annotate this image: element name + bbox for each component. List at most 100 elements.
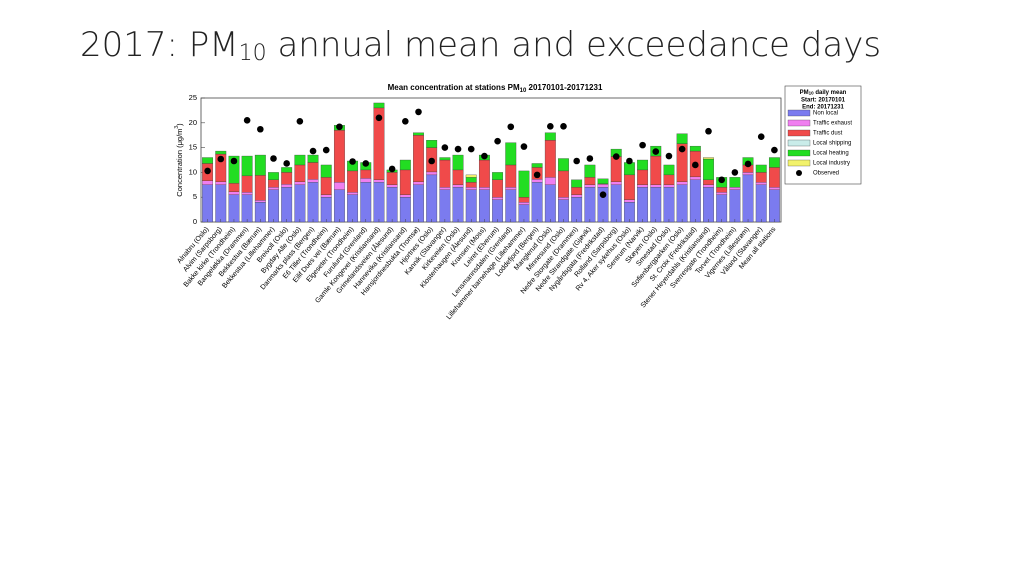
bar-segment — [268, 172, 279, 180]
bar-segment — [281, 172, 293, 185]
bar-segment — [439, 187, 451, 190]
legend-header-part: PM — [800, 90, 809, 96]
bar-segment — [637, 169, 649, 185]
legend-end: End: 20171231 — [802, 105, 844, 111]
bar-segment — [452, 154, 464, 171]
y-tick-label: 0 — [193, 217, 197, 226]
bar-segment — [254, 200, 266, 203]
observed-dot — [362, 160, 370, 167]
y-axis-label: Concentration (μg/m3) — [174, 123, 184, 197]
bar-segment — [399, 169, 411, 195]
bar-segment — [254, 175, 266, 201]
bar-segment — [676, 184, 688, 223]
bar-segment — [518, 202, 530, 205]
bar-segment — [768, 157, 780, 168]
observed-dot — [402, 118, 409, 125]
bar-segment — [505, 164, 517, 188]
slide-title: 2017: PM10 annual mean and exceedance da… — [80, 25, 881, 67]
bar-segment — [505, 142, 517, 166]
bar-segment — [584, 187, 596, 223]
bar-segment — [241, 192, 253, 195]
bar-segment — [637, 159, 649, 171]
bar-segment — [584, 164, 596, 178]
legend-label: Local shipping — [813, 141, 851, 147]
chart-title-sub: 10 — [520, 88, 527, 94]
bar-segment — [505, 189, 517, 223]
bar-segment — [663, 164, 675, 176]
observed-dot — [296, 118, 304, 125]
bar-segment — [558, 170, 569, 198]
bar-segment — [413, 184, 424, 223]
bar-segment — [268, 189, 279, 223]
legend-header: PM10 daily mean — [800, 90, 847, 96]
legend-label: Local heating — [813, 151, 849, 157]
bar-segment — [571, 179, 583, 188]
bar-segment — [452, 169, 464, 185]
bar-segment — [347, 192, 359, 195]
observed-dot — [692, 161, 699, 169]
observed-dot — [639, 141, 646, 149]
bar-segment — [544, 184, 556, 223]
bar-segment — [399, 197, 411, 223]
bar-segment — [571, 194, 583, 198]
bar-segment — [373, 179, 385, 183]
bar-segment — [294, 181, 306, 185]
bar-segment — [307, 182, 319, 223]
y-tick-label: 10 — [189, 167, 197, 176]
observed-dot — [481, 152, 488, 160]
bar-segment — [202, 157, 214, 164]
bar-segment — [492, 179, 504, 198]
bar-segment — [320, 197, 332, 223]
bar-segment — [544, 140, 556, 178]
bar-segment — [307, 162, 319, 180]
legend-label: Non local — [813, 111, 838, 117]
bar-segment — [650, 187, 662, 223]
bar-segment — [544, 177, 556, 185]
bar-segment — [729, 187, 741, 190]
bar-segment — [347, 194, 359, 223]
bar-segment — [360, 182, 372, 223]
observed-dot — [441, 144, 449, 151]
bar-segment — [768, 167, 780, 188]
y-tick-label: 25 — [189, 93, 197, 102]
bar-segment — [610, 184, 622, 223]
bar-segment — [452, 184, 464, 188]
bar-segment — [241, 155, 253, 177]
bar-segment — [347, 170, 359, 193]
bar-segment — [729, 189, 741, 223]
legend-header-sub: 10 — [809, 91, 815, 96]
legend-header-part: daily mean — [814, 90, 847, 96]
bar-segment — [426, 140, 438, 148]
bar-segment — [637, 184, 649, 188]
bar-segment — [254, 154, 266, 176]
bar-segment — [268, 187, 279, 190]
observed-dot — [322, 146, 330, 154]
bar-segment — [465, 187, 477, 190]
bar-segment — [650, 184, 662, 188]
observed-dot — [718, 176, 725, 184]
legend-swatch — [787, 149, 811, 157]
bar-segment — [703, 158, 714, 180]
y-tick-label: 5 — [193, 192, 197, 201]
observed-dot — [388, 165, 396, 173]
bar-segment — [281, 187, 293, 223]
bar-segment — [333, 182, 345, 190]
bar-segment — [623, 199, 635, 203]
observed-dot — [586, 155, 594, 162]
legend-swatch — [787, 119, 811, 127]
bar-segment — [320, 194, 332, 198]
bar-segment — [399, 194, 411, 198]
bar-segment — [676, 181, 688, 185]
observed-dot — [705, 127, 712, 135]
bar-segment — [597, 184, 609, 188]
bar-segment — [637, 187, 649, 223]
bar-segment — [531, 182, 543, 223]
bar-segment — [663, 174, 675, 185]
observed-dot — [757, 133, 765, 140]
bar-segment — [610, 181, 622, 185]
bar-segment — [478, 159, 490, 188]
bar-segment — [215, 184, 227, 223]
bar-segment — [518, 170, 530, 198]
observed-dot — [665, 152, 673, 160]
